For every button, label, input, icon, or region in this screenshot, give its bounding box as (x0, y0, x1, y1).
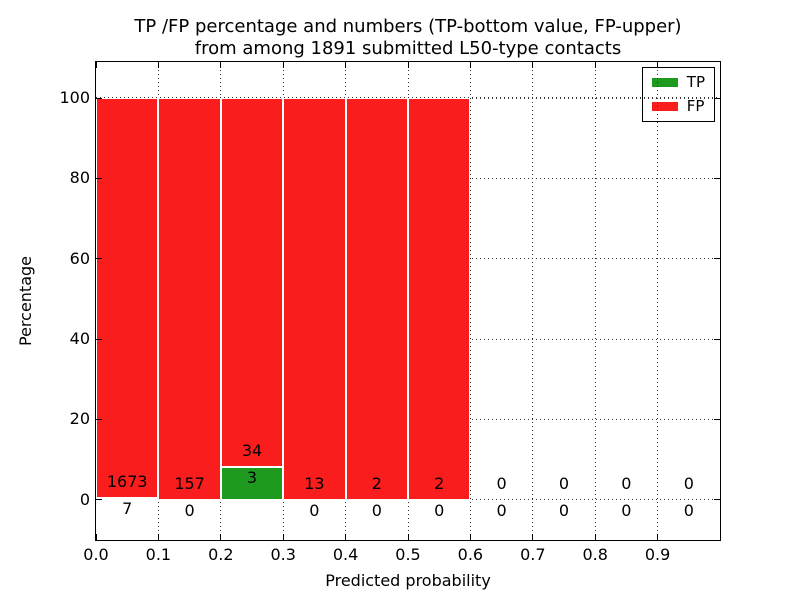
annotation-tp-count: 0 (496, 500, 507, 520)
annotation-tp-count: 0 (371, 500, 382, 520)
x-tick-top (157, 62, 159, 68)
annotation-tp-count: 0 (309, 500, 320, 520)
annotation-tp-count: 0 (621, 500, 632, 520)
y-tick-left (96, 177, 102, 179)
x-tick-top (282, 62, 284, 68)
y-axis-label: Percentage (16, 256, 35, 347)
annotation-tp-count: 0 (683, 500, 694, 520)
x-tick-bottom (282, 534, 284, 540)
annotation-tp-count: 0 (184, 500, 195, 520)
x-tick-label: 0.8 (582, 545, 608, 564)
x-tick-top (407, 62, 409, 68)
legend-label-tp: TP (686, 73, 705, 91)
y-tick-left (96, 97, 102, 99)
y-tick-right (714, 338, 720, 340)
y-tick-label: 20 (69, 409, 90, 429)
bar-fp (345, 98, 408, 500)
legend-entry-fp: FP (651, 97, 705, 115)
y-tick-right (714, 258, 720, 260)
x-tick-top (345, 62, 347, 68)
x-tick-bottom (594, 534, 596, 540)
chart-title-line2: from among 1891 submitted L50-type conta… (194, 38, 622, 59)
x-tick-label: 0.1 (145, 545, 172, 564)
x-tick-label: 0.9 (644, 545, 671, 564)
x-tick-label: 0.5 (395, 545, 421, 564)
gridline-vertical (532, 62, 534, 540)
x-tick-top (594, 62, 596, 68)
x-tick-top (95, 62, 97, 68)
y-tick-label: 80 (69, 168, 90, 188)
x-tick-label: 0.3 (270, 545, 296, 564)
x-tick-top (220, 62, 222, 68)
y-tick-label: 40 (69, 329, 90, 349)
annotation-tp-count: 0 (434, 500, 445, 520)
annotation-tp-count: 0 (558, 500, 570, 520)
gridline-horizontal (96, 96, 720, 98)
legend-swatch-tp-icon (651, 78, 678, 87)
legend: TP FP (641, 67, 715, 122)
y-tick-left (96, 258, 102, 260)
y-tick-right (714, 97, 720, 99)
x-tick-label: 0.0 (83, 545, 109, 564)
y-tick-label: 0 (79, 489, 90, 509)
legend-label-fp: FP (686, 97, 705, 115)
bar-fp (408, 98, 471, 500)
x-tick-label: 0.6 (457, 545, 484, 564)
y-tick-left (96, 418, 102, 420)
x-tick-top (657, 62, 659, 68)
gridline-vertical (469, 62, 471, 540)
y-tick-label: 100 (59, 88, 90, 108)
annotation-fp-count: 34 (241, 441, 263, 461)
x-tick-label: 0.4 (332, 545, 359, 564)
chart-title: TP /FP percentage and numbers (TP-bottom… (96, 16, 720, 60)
x-tick-bottom (407, 534, 409, 540)
bar-fp (96, 98, 159, 499)
gridline-vertical (594, 62, 596, 540)
bar-fp (220, 98, 284, 468)
y-tick-left (96, 499, 102, 501)
x-tick-bottom (469, 534, 471, 540)
x-tick-top (469, 62, 471, 68)
x-tick-bottom (157, 534, 159, 540)
chart-title-line1: TP /FP percentage and numbers (TP-bottom… (134, 16, 682, 37)
y-tick-right (714, 418, 720, 420)
x-tick-bottom (220, 534, 222, 540)
bar-tp (96, 498, 159, 501)
x-tick-label: 0.2 (208, 545, 234, 564)
annotation-fp-count: 2 (371, 473, 382, 493)
annotation-fp-count: 13 (304, 473, 325, 493)
gridline-vertical (657, 62, 659, 540)
x-tick-bottom (95, 534, 97, 540)
annotation-tp-count: 7 (122, 499, 133, 519)
y-tick-right (714, 499, 720, 501)
x-tick-bottom (532, 534, 534, 540)
annotation-tp-count: 3 (246, 468, 258, 488)
annotation-fp-count: 0 (558, 473, 570, 493)
x-tick-top (532, 62, 534, 68)
y-tick-label: 60 (69, 248, 90, 268)
annotation-fp-count: 2 (434, 473, 445, 493)
legend-entry-tp: TP (651, 73, 705, 91)
y-tick-left (96, 338, 102, 340)
legend-swatch-fp-icon (651, 102, 678, 111)
x-tick-bottom (345, 534, 347, 540)
annotation-fp-count: 1673 (106, 472, 148, 492)
x-tick-label: 0.7 (520, 545, 546, 564)
bar-fp (158, 98, 221, 500)
x-axis-label: Predicted probability (325, 571, 491, 590)
annotation-fp-count: 0 (621, 473, 632, 493)
bar-tp (220, 467, 284, 500)
y-tick-right (714, 177, 720, 179)
bar-fp (283, 98, 346, 500)
annotation-fp-count: 157 (174, 473, 205, 493)
annotation-fp-count: 0 (683, 473, 694, 493)
x-tick-bottom (657, 534, 659, 540)
plot-area: TP FP 1673 7 157 0 34 3 13 0 2 0 2 0 0 0 0 0 0 0 0 0 (95, 61, 721, 541)
annotation-fp-count: 0 (496, 473, 507, 493)
